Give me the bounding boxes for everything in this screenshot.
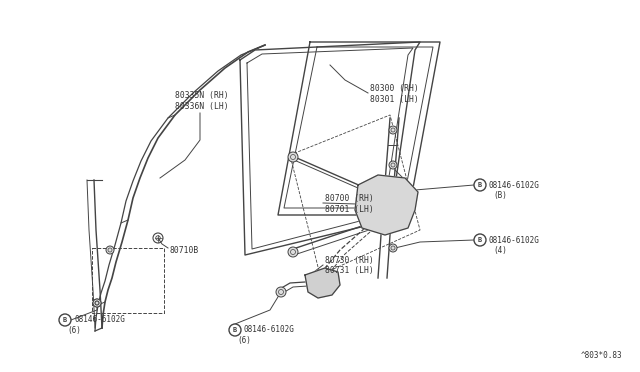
Text: B: B	[478, 237, 482, 243]
Text: 80700 (RH): 80700 (RH)	[325, 193, 374, 202]
Circle shape	[389, 244, 397, 252]
Circle shape	[474, 179, 486, 191]
Circle shape	[93, 299, 101, 307]
Circle shape	[106, 246, 114, 254]
Text: 08146-6102G: 08146-6102G	[489, 235, 540, 244]
Text: 08146-6102G: 08146-6102G	[489, 180, 540, 189]
Text: (B): (B)	[493, 190, 507, 199]
Text: ^803*0.83: ^803*0.83	[580, 351, 622, 360]
Circle shape	[288, 247, 298, 257]
Text: 80710B: 80710B	[170, 246, 199, 254]
Circle shape	[389, 126, 397, 134]
Text: B: B	[63, 317, 67, 323]
Text: (6): (6)	[237, 336, 251, 344]
Circle shape	[276, 287, 286, 297]
Circle shape	[474, 234, 486, 246]
Text: 80335N (RH): 80335N (RH)	[175, 90, 228, 99]
Text: B: B	[478, 182, 482, 188]
Circle shape	[59, 314, 71, 326]
Circle shape	[389, 161, 397, 169]
Circle shape	[93, 299, 101, 307]
Text: 80730 (RH): 80730 (RH)	[325, 256, 374, 264]
Text: (4): (4)	[493, 246, 507, 254]
Text: 80701 (LH): 80701 (LH)	[325, 205, 374, 214]
Text: 80336N (LH): 80336N (LH)	[175, 102, 228, 110]
Text: (6): (6)	[67, 326, 81, 334]
Text: 80731 (LH): 80731 (LH)	[325, 266, 374, 276]
Text: 08146-6102G: 08146-6102G	[244, 326, 295, 334]
Polygon shape	[305, 268, 340, 298]
Circle shape	[288, 152, 298, 162]
Polygon shape	[355, 175, 418, 235]
Text: 08146-6102G: 08146-6102G	[74, 315, 125, 324]
Text: 80300 (RH): 80300 (RH)	[370, 83, 419, 93]
Text: B: B	[233, 327, 237, 333]
Text: 80301 (LH): 80301 (LH)	[370, 94, 419, 103]
Circle shape	[229, 324, 241, 336]
Bar	[92, 248, 164, 313]
